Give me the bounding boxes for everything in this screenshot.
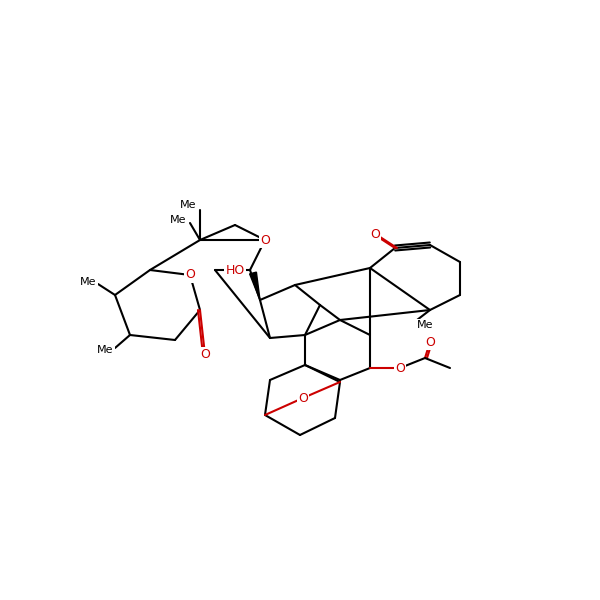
Text: O: O (425, 335, 435, 349)
Text: Me: Me (417, 320, 433, 330)
Text: O: O (298, 391, 308, 404)
Text: Me: Me (180, 200, 196, 210)
Text: Me: Me (97, 345, 113, 355)
Text: O: O (395, 361, 405, 374)
Text: O: O (200, 349, 210, 361)
Text: O: O (185, 269, 195, 281)
Text: O: O (260, 233, 270, 247)
Text: HO: HO (226, 263, 245, 277)
Text: Me: Me (170, 215, 186, 225)
Polygon shape (250, 272, 260, 300)
Text: Me: Me (80, 277, 96, 287)
Text: O: O (370, 229, 380, 241)
